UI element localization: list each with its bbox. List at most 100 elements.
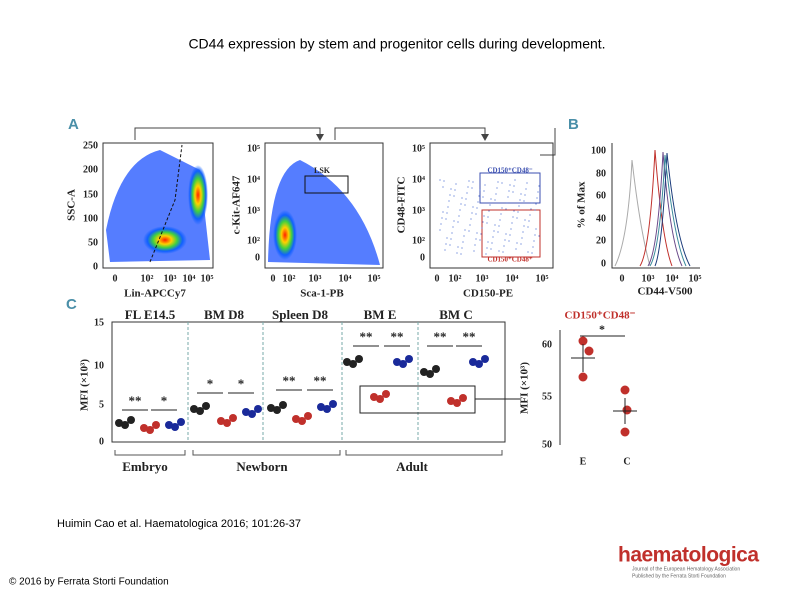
event-dot [508,240,510,242]
event-dot [462,241,464,243]
significance: * [161,393,168,408]
event-dot [473,250,475,252]
histogram [654,152,691,267]
y-tick-label: 10⁵ [412,143,425,154]
plot-frame [429,142,554,269]
x-tick-label: 10⁵ [201,273,214,284]
event-dot [465,198,467,200]
event-dot [472,181,474,183]
x-label: CD44-V500 [638,286,693,298]
x-tick-label: 10⁵ [368,273,381,284]
event-dot [441,217,443,219]
event-dot [532,246,534,248]
event-dot [464,204,466,206]
data-dot [171,423,179,431]
stage-bracket [114,450,503,456]
event-dot [537,191,539,193]
event-dot [530,208,532,210]
data-dot [349,360,357,368]
significance: * [207,376,214,391]
event-dot [453,195,455,197]
event-dot [461,197,463,199]
event-dot [482,196,484,198]
event-dot [514,179,516,181]
panel-letter: B [568,116,579,133]
event-dot [450,188,452,190]
group-label: BM C [439,307,473,322]
x-tick-label: 10⁴ [339,273,352,284]
x-tick-label: 10³ [164,273,177,284]
gate-label: LSK [314,166,331,175]
y-tick-label: 10³ [247,205,260,216]
y-tick-label: 100 [83,213,98,224]
inset-title: CD150⁺CD48⁻ [565,310,636,322]
stage-label: Newborn [236,459,288,474]
x-tick-label: C [623,456,630,467]
y-tick-label: 250 [83,140,98,151]
data-dot [578,372,588,382]
data-dot [432,365,440,373]
axes [111,321,506,443]
panel-letter: A [68,116,79,133]
event-dot [498,250,500,252]
event-dot [472,206,474,208]
group-label: FL E14.5 [125,307,176,322]
significance: ** [434,329,447,344]
data-dot [223,419,231,427]
event-dot [486,222,488,224]
event-dot [444,249,446,251]
event-dot [481,227,483,229]
data-dot [248,410,256,418]
x-tick-label: 10² [449,273,462,284]
y-tick-label: 80 [596,168,606,179]
event-dot [496,187,498,189]
data-dot [376,395,384,403]
event-dot [499,219,501,221]
event-dot [457,246,459,248]
x-tick-label: 10⁵ [689,273,702,284]
histogram [639,149,673,267]
density-core [188,165,208,225]
data-dot [578,336,588,346]
x-label: Sca-1-PB [300,288,344,300]
event-dot [487,241,489,243]
x-tick-label: 10³ [309,273,322,284]
event-dot [533,240,535,242]
x-tick-label: 10⁵ [536,273,549,284]
event-dot [440,223,442,225]
data-dot [453,399,461,407]
y-label: SSC-A [66,189,78,221]
event-dot [512,191,514,193]
y-tick-label: 10³ [412,205,425,216]
event-dot [458,215,460,217]
event-dot [483,190,485,192]
x-tick-label: 10⁴ [666,273,679,284]
y-tick-label: 200 [83,164,98,175]
event-dot [479,189,481,191]
event-dot [449,194,451,196]
event-dot [501,207,503,209]
y-tick-label: 0 [93,261,98,272]
logo-name: haematologica [618,544,759,567]
event-dot [535,228,537,230]
event-dot [446,237,448,239]
data-dot [459,394,467,402]
axes [611,143,700,269]
event-dot [452,226,454,228]
x-tick-label: 10² [141,273,154,284]
panel-a: A SSC-A Lin-APCCy7 LSK c-Kit-AF647 Sca-1… [66,116,556,300]
event-dot [476,207,478,209]
event-dot [500,213,502,215]
y-label: MFI (×10³) [519,362,531,414]
plot-frame [102,142,214,269]
y-tick-label: 5 [99,399,104,410]
event-dot [439,229,441,231]
event-dot [459,209,461,211]
significance: * [238,376,245,391]
event-dot [451,232,453,234]
panel-c: C MFI (×10³) CD150⁺CD48⁻ * MFI (×10³) [66,296,636,456]
event-dot [468,180,470,182]
event-dot [493,230,495,232]
significance: ** [463,329,476,344]
